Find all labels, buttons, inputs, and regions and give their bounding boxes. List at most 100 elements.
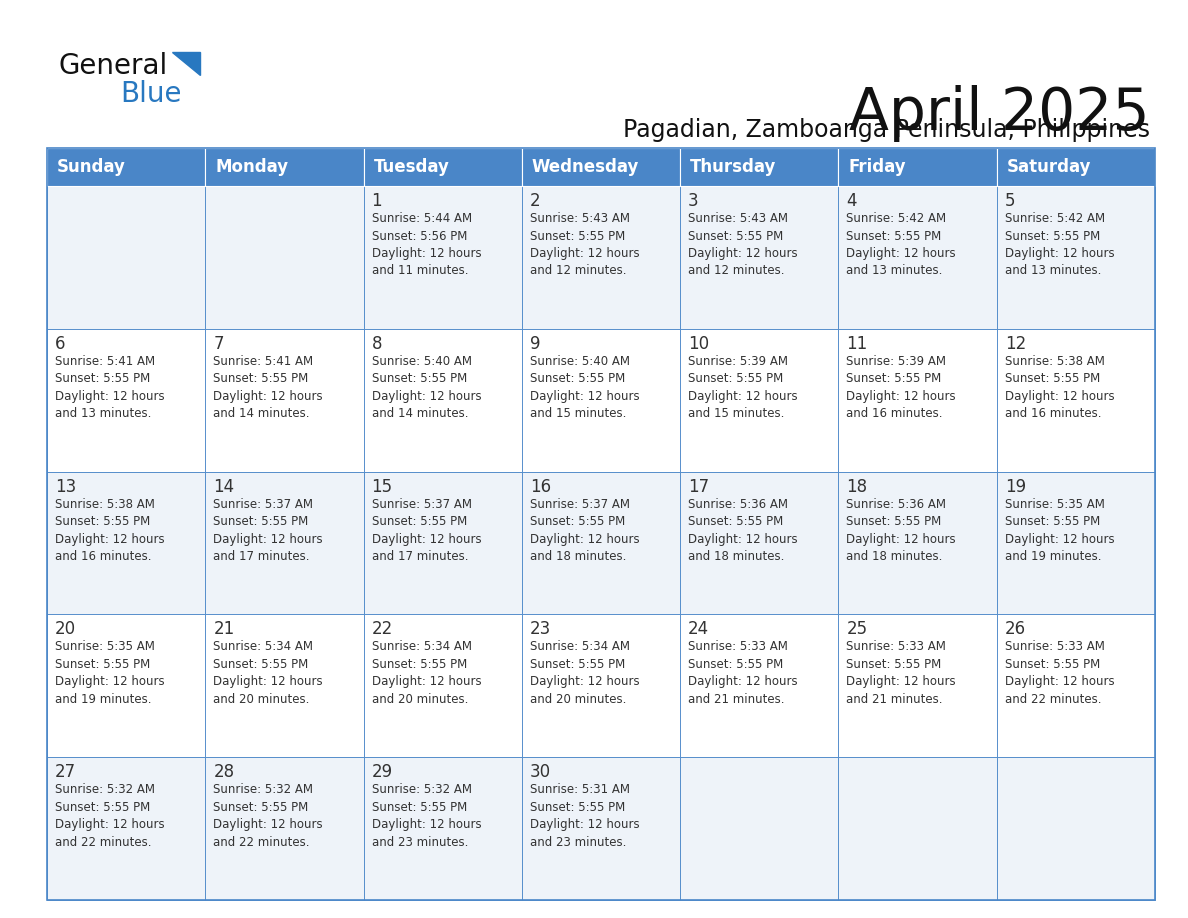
Text: 17: 17 xyxy=(688,477,709,496)
Text: Sunrise: 5:34 AM
Sunset: 5:55 PM
Daylight: 12 hours
and 20 minutes.: Sunrise: 5:34 AM Sunset: 5:55 PM Dayligh… xyxy=(372,641,481,706)
Bar xyxy=(681,614,839,757)
Text: Sunrise: 5:31 AM
Sunset: 5:55 PM
Daylight: 12 hours
and 23 minutes.: Sunrise: 5:31 AM Sunset: 5:55 PM Dayligh… xyxy=(530,783,639,849)
Text: Monday: Monday xyxy=(215,158,289,176)
Bar xyxy=(48,614,206,757)
Text: Sunrise: 5:35 AM
Sunset: 5:55 PM
Daylight: 12 hours
and 19 minutes.: Sunrise: 5:35 AM Sunset: 5:55 PM Dayligh… xyxy=(55,641,165,706)
Text: Sunrise: 5:32 AM
Sunset: 5:55 PM
Daylight: 12 hours
and 22 minutes.: Sunrise: 5:32 AM Sunset: 5:55 PM Dayligh… xyxy=(55,783,165,849)
Text: Sunrise: 5:33 AM
Sunset: 5:55 PM
Daylight: 12 hours
and 21 minutes.: Sunrise: 5:33 AM Sunset: 5:55 PM Dayligh… xyxy=(688,641,798,706)
Text: Tuesday: Tuesday xyxy=(373,158,449,176)
Bar xyxy=(206,472,364,614)
Text: Sunrise: 5:33 AM
Sunset: 5:55 PM
Daylight: 12 hours
and 21 minutes.: Sunrise: 5:33 AM Sunset: 5:55 PM Dayligh… xyxy=(846,641,956,706)
Text: 27: 27 xyxy=(55,763,76,781)
Text: 26: 26 xyxy=(1005,621,1026,638)
Bar xyxy=(522,186,681,329)
Text: Wednesday: Wednesday xyxy=(532,158,639,176)
Text: Sunrise: 5:35 AM
Sunset: 5:55 PM
Daylight: 12 hours
and 19 minutes.: Sunrise: 5:35 AM Sunset: 5:55 PM Dayligh… xyxy=(1005,498,1114,563)
Text: 12: 12 xyxy=(1005,335,1026,353)
Text: Sunrise: 5:37 AM
Sunset: 5:55 PM
Daylight: 12 hours
and 17 minutes.: Sunrise: 5:37 AM Sunset: 5:55 PM Dayligh… xyxy=(214,498,323,563)
Text: Sunrise: 5:44 AM
Sunset: 5:56 PM
Daylight: 12 hours
and 11 minutes.: Sunrise: 5:44 AM Sunset: 5:56 PM Dayligh… xyxy=(372,212,481,277)
Bar xyxy=(206,757,364,900)
Bar xyxy=(206,329,364,472)
Bar xyxy=(681,148,839,186)
Bar xyxy=(997,472,1155,614)
Text: 1: 1 xyxy=(372,192,383,210)
Text: Saturday: Saturday xyxy=(1006,158,1092,176)
Text: Blue: Blue xyxy=(120,80,182,108)
Text: Sunrise: 5:34 AM
Sunset: 5:55 PM
Daylight: 12 hours
and 20 minutes.: Sunrise: 5:34 AM Sunset: 5:55 PM Dayligh… xyxy=(530,641,639,706)
Bar xyxy=(48,472,206,614)
Text: Sunrise: 5:39 AM
Sunset: 5:55 PM
Daylight: 12 hours
and 15 minutes.: Sunrise: 5:39 AM Sunset: 5:55 PM Dayligh… xyxy=(688,354,798,420)
Text: Thursday: Thursday xyxy=(690,158,777,176)
Bar xyxy=(364,148,522,186)
Text: Sunday: Sunday xyxy=(57,158,126,176)
Text: 6: 6 xyxy=(55,335,65,353)
Text: 24: 24 xyxy=(688,621,709,638)
Bar xyxy=(364,614,522,757)
Text: 25: 25 xyxy=(846,621,867,638)
Text: General: General xyxy=(58,52,168,80)
Text: 2: 2 xyxy=(530,192,541,210)
Bar xyxy=(206,614,364,757)
Polygon shape xyxy=(172,52,200,75)
Text: Sunrise: 5:40 AM
Sunset: 5:55 PM
Daylight: 12 hours
and 15 minutes.: Sunrise: 5:40 AM Sunset: 5:55 PM Dayligh… xyxy=(530,354,639,420)
Text: 15: 15 xyxy=(372,477,393,496)
Bar xyxy=(364,329,522,472)
Text: 22: 22 xyxy=(372,621,393,638)
Text: Sunrise: 5:36 AM
Sunset: 5:55 PM
Daylight: 12 hours
and 18 minutes.: Sunrise: 5:36 AM Sunset: 5:55 PM Dayligh… xyxy=(688,498,798,563)
Bar xyxy=(997,757,1155,900)
Text: 19: 19 xyxy=(1005,477,1026,496)
Text: 3: 3 xyxy=(688,192,699,210)
Bar xyxy=(48,148,206,186)
Bar xyxy=(522,757,681,900)
Bar xyxy=(839,757,997,900)
Bar xyxy=(206,186,364,329)
Text: Sunrise: 5:32 AM
Sunset: 5:55 PM
Daylight: 12 hours
and 23 minutes.: Sunrise: 5:32 AM Sunset: 5:55 PM Dayligh… xyxy=(372,783,481,849)
Text: Sunrise: 5:38 AM
Sunset: 5:55 PM
Daylight: 12 hours
and 16 minutes.: Sunrise: 5:38 AM Sunset: 5:55 PM Dayligh… xyxy=(1005,354,1114,420)
Text: 16: 16 xyxy=(530,477,551,496)
Bar xyxy=(522,148,681,186)
Bar xyxy=(364,186,522,329)
Text: 4: 4 xyxy=(846,192,857,210)
Text: 29: 29 xyxy=(372,763,393,781)
Text: 30: 30 xyxy=(530,763,551,781)
Text: Sunrise: 5:36 AM
Sunset: 5:55 PM
Daylight: 12 hours
and 18 minutes.: Sunrise: 5:36 AM Sunset: 5:55 PM Dayligh… xyxy=(846,498,956,563)
Text: 28: 28 xyxy=(214,763,234,781)
Text: Sunrise: 5:41 AM
Sunset: 5:55 PM
Daylight: 12 hours
and 13 minutes.: Sunrise: 5:41 AM Sunset: 5:55 PM Dayligh… xyxy=(55,354,165,420)
Bar xyxy=(839,472,997,614)
Text: 21: 21 xyxy=(214,621,234,638)
Text: 13: 13 xyxy=(55,477,76,496)
Text: 10: 10 xyxy=(688,335,709,353)
Bar xyxy=(206,148,364,186)
Bar xyxy=(839,329,997,472)
Bar xyxy=(364,472,522,614)
Text: Sunrise: 5:43 AM
Sunset: 5:55 PM
Daylight: 12 hours
and 12 minutes.: Sunrise: 5:43 AM Sunset: 5:55 PM Dayligh… xyxy=(688,212,798,277)
Text: 11: 11 xyxy=(846,335,867,353)
Text: Pagadian, Zamboanga Peninsula, Philippines: Pagadian, Zamboanga Peninsula, Philippin… xyxy=(623,118,1150,142)
Bar xyxy=(681,472,839,614)
Bar xyxy=(48,757,206,900)
Text: Sunrise: 5:42 AM
Sunset: 5:55 PM
Daylight: 12 hours
and 13 minutes.: Sunrise: 5:42 AM Sunset: 5:55 PM Dayligh… xyxy=(846,212,956,277)
Text: 8: 8 xyxy=(372,335,383,353)
Text: Friday: Friday xyxy=(848,158,906,176)
Text: Sunrise: 5:40 AM
Sunset: 5:55 PM
Daylight: 12 hours
and 14 minutes.: Sunrise: 5:40 AM Sunset: 5:55 PM Dayligh… xyxy=(372,354,481,420)
Bar xyxy=(681,186,839,329)
Text: 9: 9 xyxy=(530,335,541,353)
Text: 14: 14 xyxy=(214,477,234,496)
Bar xyxy=(522,329,681,472)
Bar xyxy=(839,186,997,329)
Text: Sunrise: 5:39 AM
Sunset: 5:55 PM
Daylight: 12 hours
and 16 minutes.: Sunrise: 5:39 AM Sunset: 5:55 PM Dayligh… xyxy=(846,354,956,420)
Text: Sunrise: 5:33 AM
Sunset: 5:55 PM
Daylight: 12 hours
and 22 minutes.: Sunrise: 5:33 AM Sunset: 5:55 PM Dayligh… xyxy=(1005,641,1114,706)
Bar xyxy=(48,329,206,472)
Bar xyxy=(839,614,997,757)
Bar xyxy=(997,614,1155,757)
Bar xyxy=(997,329,1155,472)
Text: Sunrise: 5:37 AM
Sunset: 5:55 PM
Daylight: 12 hours
and 17 minutes.: Sunrise: 5:37 AM Sunset: 5:55 PM Dayligh… xyxy=(372,498,481,563)
Bar xyxy=(997,148,1155,186)
Text: Sunrise: 5:37 AM
Sunset: 5:55 PM
Daylight: 12 hours
and 18 minutes.: Sunrise: 5:37 AM Sunset: 5:55 PM Dayligh… xyxy=(530,498,639,563)
Text: 20: 20 xyxy=(55,621,76,638)
Bar xyxy=(681,757,839,900)
Bar xyxy=(48,148,1155,900)
Text: 7: 7 xyxy=(214,335,223,353)
Text: Sunrise: 5:43 AM
Sunset: 5:55 PM
Daylight: 12 hours
and 12 minutes.: Sunrise: 5:43 AM Sunset: 5:55 PM Dayligh… xyxy=(530,212,639,277)
Bar xyxy=(522,614,681,757)
